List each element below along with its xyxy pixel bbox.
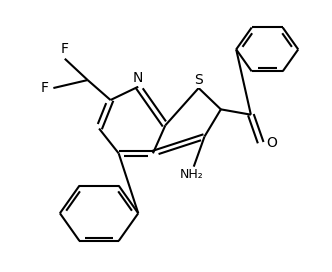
Text: O: O xyxy=(267,136,278,150)
Text: F: F xyxy=(61,42,69,55)
Text: S: S xyxy=(194,73,203,87)
Text: NH₂: NH₂ xyxy=(180,168,204,181)
Text: F: F xyxy=(41,81,48,95)
Text: N: N xyxy=(133,71,143,85)
